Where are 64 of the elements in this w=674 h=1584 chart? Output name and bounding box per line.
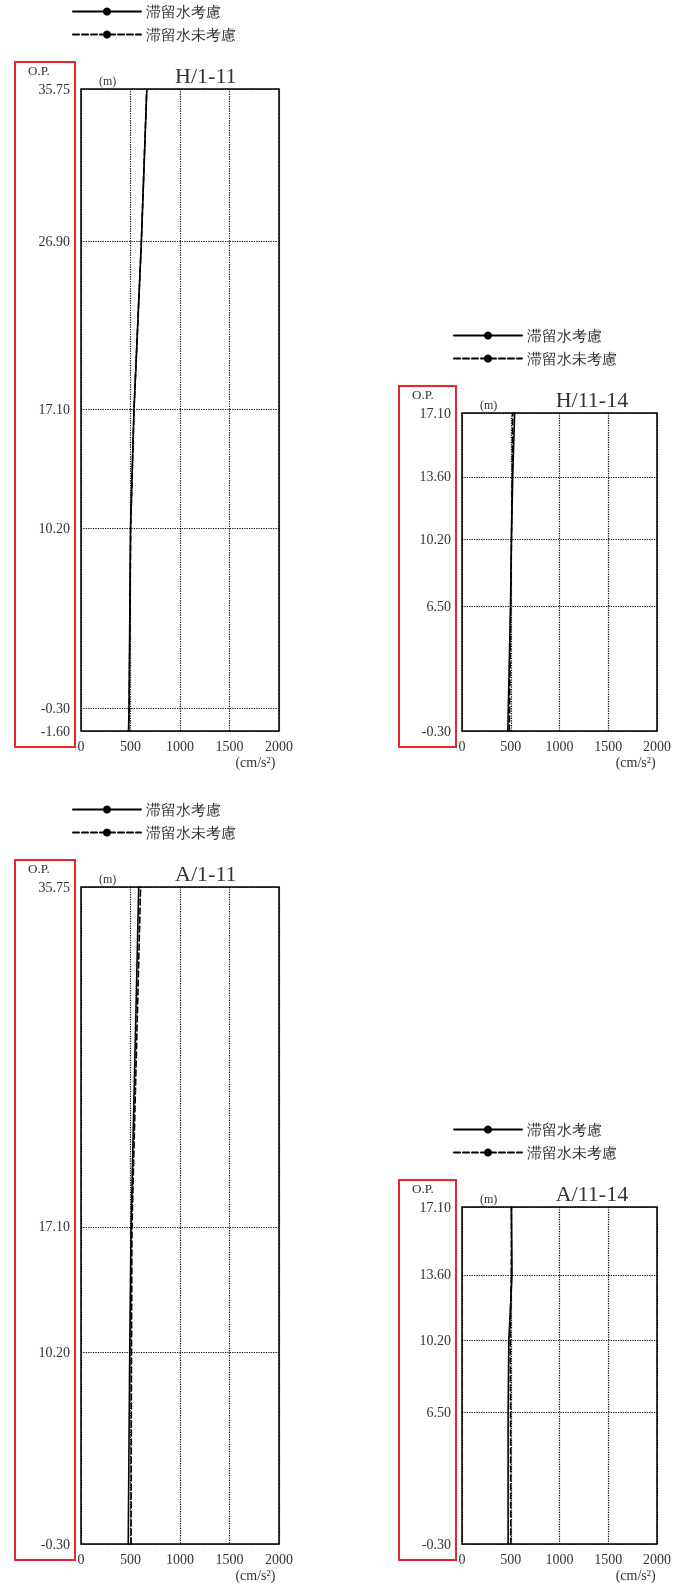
y-tick-label: 17.10 — [38, 402, 70, 418]
y-tick-label: 35.75 — [38, 81, 70, 97]
x-tick-label: 500 — [120, 738, 141, 754]
x-tick-label: 1500 — [594, 1551, 623, 1567]
chart-title: H/11-14 — [555, 386, 629, 412]
legend-label: 滞留水考慮 — [146, 3, 221, 20]
y-tick-label: 13.60 — [419, 469, 451, 485]
x-tick-label: 2000 — [265, 738, 293, 754]
y-tick-label: -1.60 — [40, 723, 70, 739]
x-tick-label: 0 — [458, 738, 466, 754]
y-axis-title: O.P. — [28, 63, 50, 78]
chart-title: A/1-11 — [175, 860, 237, 886]
x-tick-label: 500 — [500, 738, 522, 754]
y-tick-label: 35.75 — [38, 879, 70, 895]
y-tick-label: 26.90 — [38, 233, 70, 249]
y-tick-label: -0.30 — [40, 701, 70, 717]
y-tick-label: 17.10 — [38, 1219, 70, 1235]
y-tick-label: 10.20 — [419, 531, 451, 547]
y-tick-label: -0.30 — [421, 1536, 451, 1552]
y-axis-title: O.P. — [412, 1181, 434, 1196]
x-tick-label: 500 — [120, 1551, 141, 1567]
chart-title: A/11-14 — [555, 1180, 629, 1206]
x-tick-label: 1000 — [545, 1551, 574, 1567]
y-tick-label: 17.10 — [419, 1199, 451, 1215]
x-axis-title: (cm/s²) — [235, 1567, 276, 1584]
y-tick-label: 13.60 — [419, 1267, 451, 1283]
text: (m) — [99, 74, 117, 88]
legend-label: 滞留水考慮 — [527, 1121, 602, 1138]
text: (m) — [99, 872, 117, 886]
y-tick-label: 10.20 — [419, 1333, 451, 1349]
legend-label: 滞留水未考慮 — [146, 824, 236, 841]
x-tick-label: 0 — [77, 1551, 85, 1567]
y-tick-label: 6.50 — [426, 1404, 451, 1420]
y-axis-title: O.P. — [412, 387, 434, 402]
y-tick-label: 17.10 — [419, 405, 451, 421]
x-tick-label: 1000 — [166, 1551, 194, 1567]
x-tick-label: 2000 — [643, 738, 671, 754]
text: (m) — [480, 398, 498, 412]
x-tick-label: 1500 — [594, 738, 623, 754]
y-tick-label: -0.30 — [40, 1536, 70, 1552]
chart-title: H/1-11 — [175, 62, 237, 88]
x-tick-label: 0 — [458, 1551, 466, 1567]
x-tick-label: 2000 — [643, 1551, 671, 1567]
x-axis-title: (cm/s²) — [615, 754, 656, 771]
x-tick-label: 1000 — [166, 738, 194, 754]
y-tick-label: -0.30 — [421, 723, 451, 739]
legend-label: 滞留水考慮 — [527, 327, 602, 344]
x-tick-label: 1500 — [215, 1551, 244, 1567]
x-tick-label: 2000 — [265, 1551, 293, 1567]
x-tick-label: 1000 — [545, 738, 574, 754]
legend-label: 滞留水考慮 — [146, 801, 221, 818]
x-tick-label: 500 — [500, 1551, 522, 1567]
legend-label: 滞留水未考慮 — [527, 1144, 617, 1161]
text: (m) — [480, 1192, 498, 1206]
x-tick-label: 1500 — [215, 738, 244, 754]
legend-label: 滞留水未考慮 — [146, 26, 236, 43]
y-tick-label: 6.50 — [426, 599, 451, 615]
x-tick-label: 0 — [77, 738, 85, 754]
legend-label: 滞留水未考慮 — [527, 350, 617, 367]
y-tick-label: 10.20 — [38, 1345, 70, 1361]
y-axis-title: O.P. — [28, 861, 50, 876]
x-axis-title: (cm/s²) — [235, 754, 276, 771]
y-tick-label: 10.20 — [38, 520, 70, 536]
x-axis-title: (cm/s²) — [615, 1567, 656, 1584]
